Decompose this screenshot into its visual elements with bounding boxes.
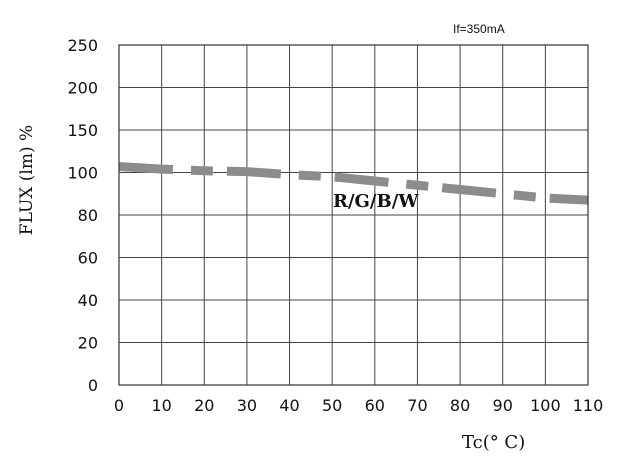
- x-tick-label: 80: [450, 396, 470, 415]
- x-tick-label: 50: [322, 396, 342, 415]
- plot-frame: [118, 44, 589, 386]
- y-tick-label: 40: [78, 291, 98, 310]
- y-tick-label: 0: [88, 376, 98, 395]
- x-tick-label: 100: [530, 396, 561, 415]
- x-tick-label: 40: [279, 396, 299, 415]
- y-tick-label: 80: [78, 206, 98, 225]
- y-tick-label: 20: [78, 334, 98, 353]
- y-axis-label: FLUX (lm) %: [17, 125, 37, 235]
- y-tick-label: 150: [67, 121, 98, 140]
- x-tick-label: 10: [151, 396, 171, 415]
- x-tick-label: 110: [573, 396, 604, 415]
- x-tick-label: 90: [493, 396, 513, 415]
- x-tick-label: 60: [365, 396, 385, 415]
- series-label: R/G/B/W: [333, 191, 419, 212]
- y-tick-label: 200: [67, 79, 98, 98]
- y-tick-label: 60: [78, 249, 98, 268]
- current-annotation: If=350mA: [453, 22, 505, 36]
- y-tick-label: 100: [67, 164, 98, 183]
- x-tick-label: 70: [407, 396, 427, 415]
- series-line: [118, 162, 589, 205]
- x-tick-label: 30: [237, 396, 257, 415]
- x-axis-label: Tc(° C): [462, 432, 525, 453]
- x-tick-label: 20: [194, 396, 214, 415]
- x-tick-labels: 0 10 20 30 40 50 60 70 80 90 100 110: [114, 396, 603, 415]
- y-tick-labels: 0 20 40 60 80 100 150 200 250: [67, 36, 98, 395]
- x-tick-label: 0: [114, 396, 124, 415]
- grid: [118, 44, 589, 386]
- y-tick-label: 250: [67, 36, 98, 55]
